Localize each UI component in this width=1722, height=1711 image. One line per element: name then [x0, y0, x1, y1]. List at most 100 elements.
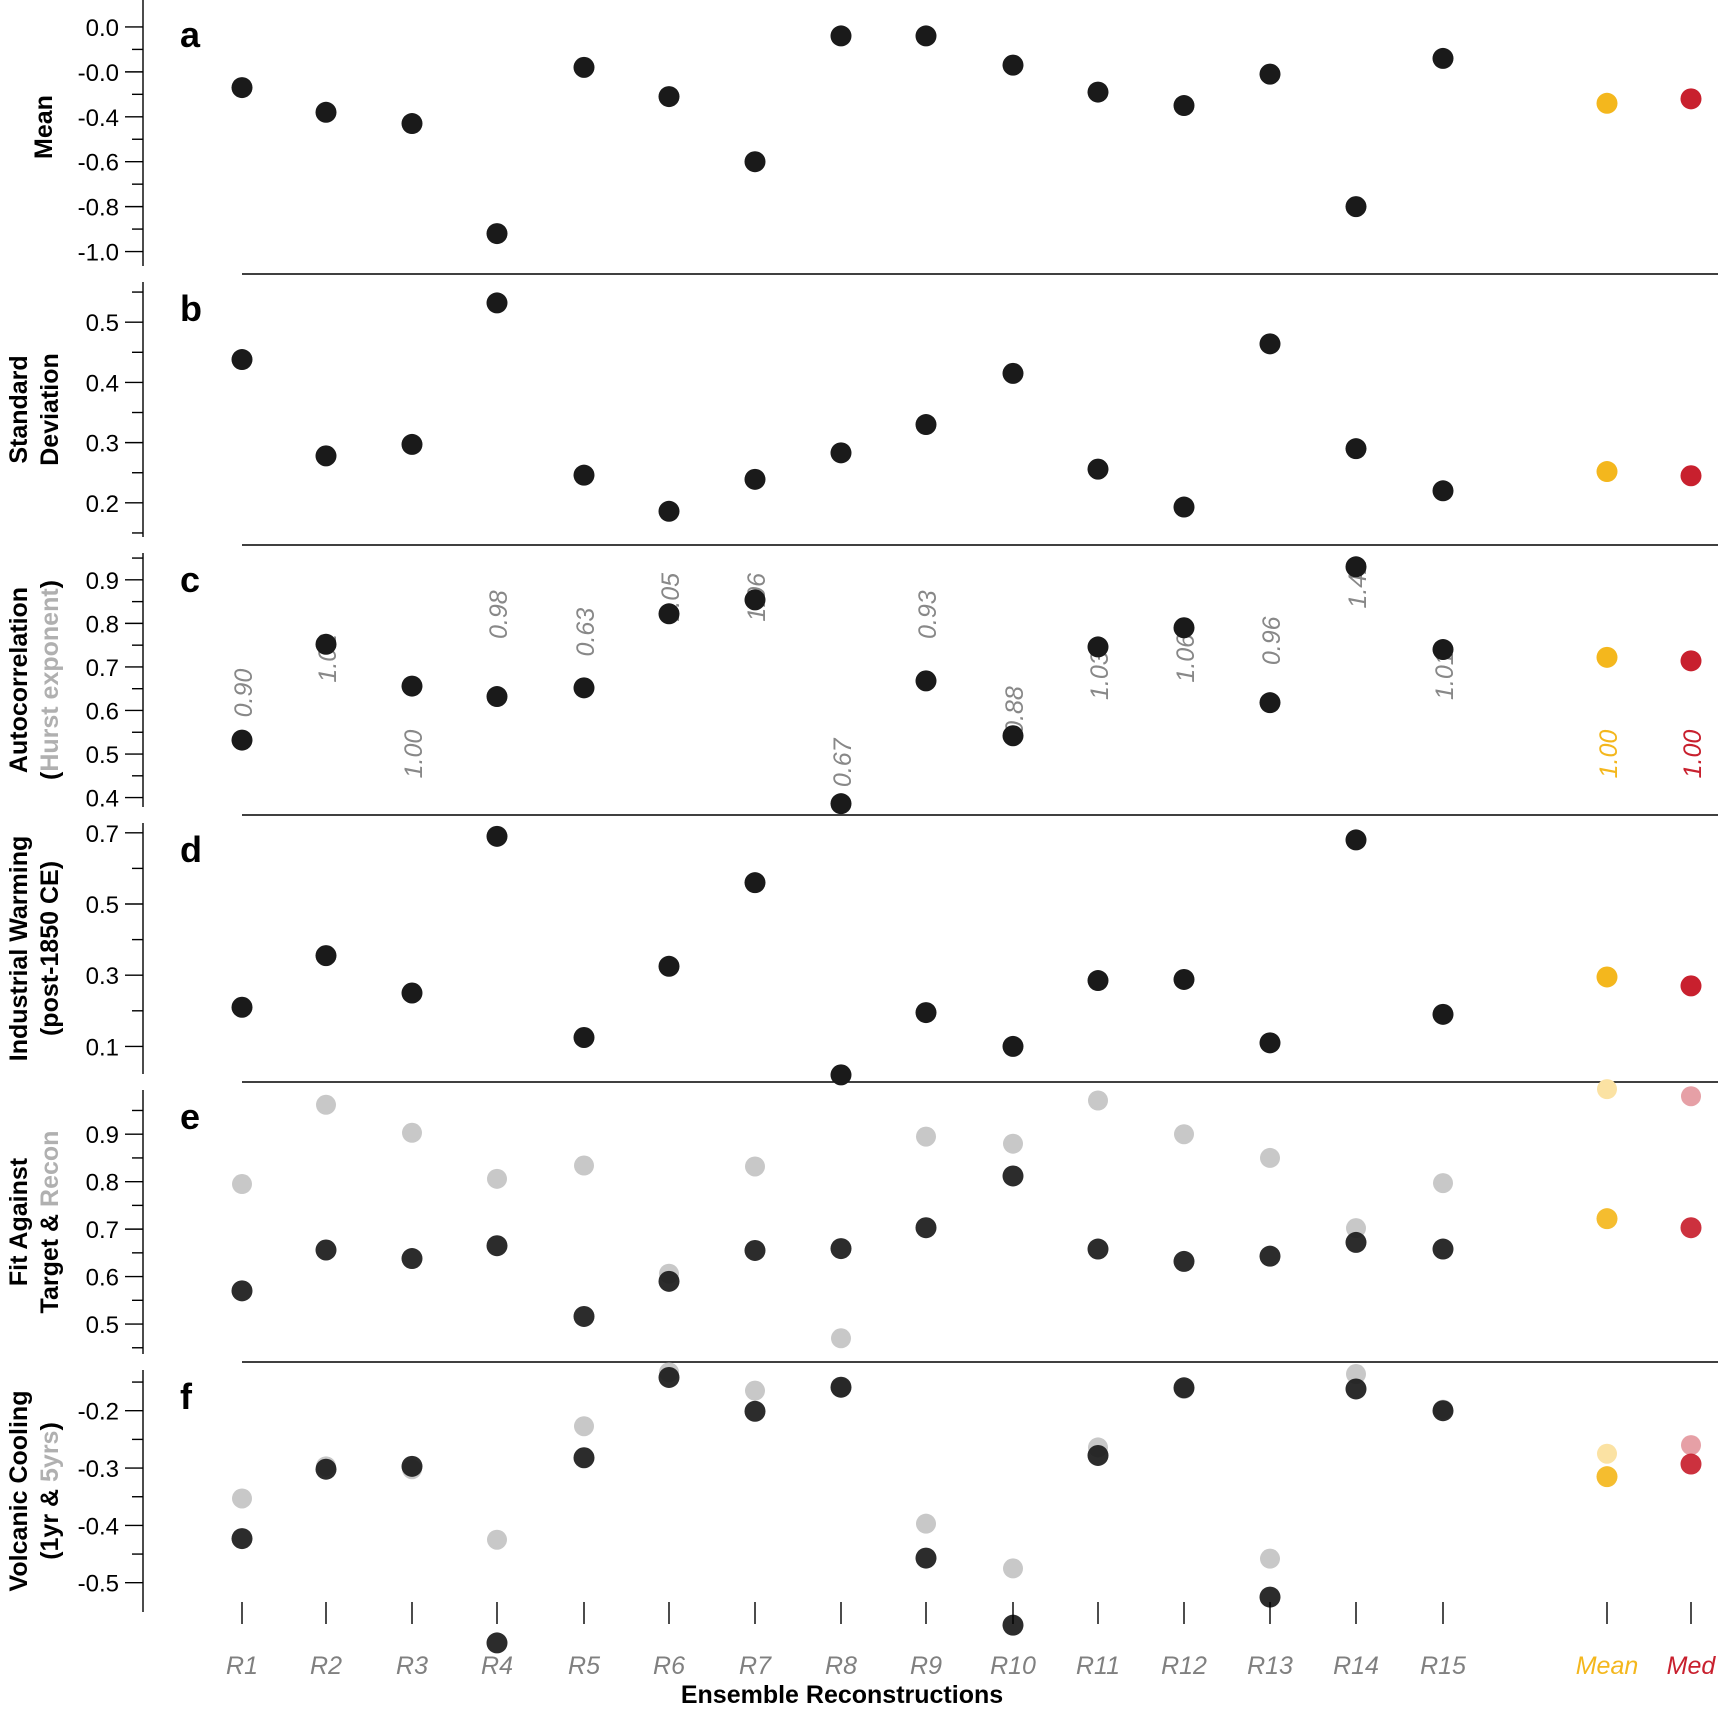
- point-d-industrial-warming-R11: [1087, 970, 1109, 992]
- point-f-1yr-R10: [1002, 1614, 1024, 1636]
- point-a-mean-Mean: [1596, 92, 1618, 114]
- point-b-standard-deviation-Med: [1680, 465, 1702, 487]
- point-e-target-R15: [1432, 1238, 1454, 1260]
- point-a-mean-R8: [830, 25, 852, 47]
- panel-letter-b: b: [180, 288, 202, 329]
- point-f-5yrs-R13: [1260, 1548, 1280, 1569]
- point-c-autocorrelation-R2: [315, 633, 337, 655]
- point-a-mean-R15: [1432, 47, 1454, 69]
- point-e-recon-R2: [316, 1094, 336, 1115]
- point-d-industrial-warming-R14: [1345, 829, 1367, 851]
- x-category-label-R11: R11: [1076, 1652, 1120, 1680]
- y-axis-label-line: Standard: [5, 355, 33, 463]
- y-tick-label: 0.8: [86, 611, 119, 638]
- y-tick-label: 0.3: [86, 963, 119, 990]
- x-category-label-R2: R2: [310, 1652, 342, 1680]
- point-f-5yrs-R9: [916, 1513, 936, 1534]
- point-a-mean-R12: [1173, 95, 1195, 117]
- hurst-label-R8: 0.67: [829, 737, 857, 787]
- point-a-mean-R2: [315, 101, 337, 123]
- y-axis-label-line: (Hurst exponent): [36, 580, 64, 780]
- point-c-autocorrelation-R6: [658, 603, 680, 625]
- x-category-label-R14: R14: [1333, 1652, 1379, 1680]
- point-c-autocorrelation-R12: [1173, 617, 1195, 639]
- point-e-recon-R7: [745, 1156, 765, 1177]
- point-d-industrial-warming-R10: [1002, 1035, 1024, 1057]
- x-category-label-R10: R10: [990, 1652, 1036, 1680]
- point-d-industrial-warming-R3: [401, 982, 423, 1004]
- point-a-mean-R4: [486, 223, 508, 245]
- point-c-autocorrelation-Med: [1680, 650, 1702, 672]
- point-f-1yr-R5: [573, 1447, 595, 1469]
- y-tick-label: -0.2: [78, 1399, 119, 1426]
- point-c-autocorrelation-R13: [1259, 692, 1281, 714]
- point-f-1yr-R9: [915, 1547, 937, 1569]
- y-tick-label: -0.4: [78, 1513, 119, 1540]
- point-e-target-Med: [1680, 1217, 1702, 1239]
- point-d-industrial-warming-R8: [830, 1064, 852, 1086]
- y-tick-label: 0.3: [86, 431, 119, 458]
- y-tick-label: 0.9: [86, 568, 119, 595]
- hurst-label-Mean: 1.00: [1595, 730, 1623, 779]
- panel-letter-f: f: [180, 1376, 193, 1417]
- panel-e: 0.5 0.6 0.7 0.8 0.9 e Fit Against Target & Reco…: [5, 1079, 1718, 1363]
- y-tick-label: 0.5: [86, 892, 119, 919]
- y-tick-label: 0.9: [86, 1122, 119, 1149]
- point-d-industrial-warming-R15: [1432, 1003, 1454, 1025]
- y-tick-label: 0.7: [86, 1217, 119, 1244]
- y-tick-label: 0.5: [86, 1312, 119, 1339]
- y-tick-label: 0.8: [86, 1170, 119, 1197]
- point-e-recon-R8: [831, 1328, 851, 1349]
- point-f-1yr-R4: [486, 1632, 508, 1654]
- point-b-standard-deviation-R13: [1259, 333, 1281, 355]
- point-a-mean-R9: [915, 25, 937, 47]
- y-tick-label: -0.6: [78, 150, 119, 177]
- point-b-standard-deviation-R5: [573, 464, 595, 486]
- point-a-mean-Med: [1680, 88, 1702, 110]
- point-d-industrial-warming-Med: [1680, 975, 1702, 997]
- point-e-recon-R10: [1003, 1133, 1023, 1154]
- point-e-recon-R5: [574, 1155, 594, 1176]
- point-e-target-R12: [1173, 1250, 1195, 1272]
- x-category-label-R3: R3: [396, 1652, 428, 1680]
- point-f-5yrs-R4: [487, 1529, 507, 1550]
- point-e-recon-R13: [1260, 1147, 1280, 1168]
- point-e-target-R14: [1345, 1231, 1367, 1253]
- y-tick-label: 0.1: [86, 1034, 119, 1061]
- point-f-5yrs-R1: [232, 1488, 252, 1509]
- point-e-target-Mean: [1596, 1208, 1618, 1230]
- x-category-label-R15: R15: [1420, 1652, 1466, 1680]
- point-e-target-R10: [1002, 1165, 1024, 1187]
- point-b-standard-deviation-Mean: [1596, 461, 1618, 483]
- point-e-target-R13: [1259, 1245, 1281, 1267]
- point-c-autocorrelation-R9: [915, 670, 937, 692]
- point-b-standard-deviation-R10: [1002, 362, 1024, 384]
- point-a-mean-R7: [744, 151, 766, 173]
- point-f-1yr-R6: [658, 1366, 680, 1388]
- point-e-recon-Med: [1681, 1086, 1701, 1107]
- hurst-label-R4: 0.98: [485, 590, 513, 639]
- point-c-autocorrelation-R11: [1087, 636, 1109, 658]
- x-category-label-Med: Med: [1667, 1652, 1717, 1680]
- x-category-label-R1: R1: [226, 1652, 258, 1680]
- y-axis-label-line: Volcanic Cooling: [5, 1391, 33, 1592]
- point-c-autocorrelation-R15: [1432, 639, 1454, 661]
- point-d-industrial-warming-R7: [744, 872, 766, 894]
- point-a-mean-R1: [231, 77, 253, 99]
- point-d-industrial-warming-R2: [315, 945, 337, 967]
- point-b-standard-deviation-R7: [744, 468, 766, 490]
- x-category-label-Mean: Mean: [1576, 1652, 1639, 1680]
- y-tick-label: 0.4: [86, 786, 119, 813]
- point-e-target-R11: [1087, 1238, 1109, 1260]
- point-a-mean-R14: [1345, 196, 1367, 218]
- hurst-label-R3: 1.00: [400, 730, 428, 779]
- y-tick-label: 0.5: [86, 310, 119, 337]
- x-category-label-R8: R8: [825, 1652, 857, 1680]
- panel-a: 0.0 -0.0 -0.4 -0.6 -0.8 -1.0 a Mean: [30, 0, 1718, 275]
- x-category-label-R13: R13: [1247, 1652, 1293, 1680]
- x-category-label-R9: R9: [910, 1652, 942, 1680]
- point-f-1yr-R3: [401, 1455, 423, 1477]
- point-e-recon-R11: [1088, 1090, 1108, 1111]
- y-tick-label: -0.8: [78, 195, 119, 222]
